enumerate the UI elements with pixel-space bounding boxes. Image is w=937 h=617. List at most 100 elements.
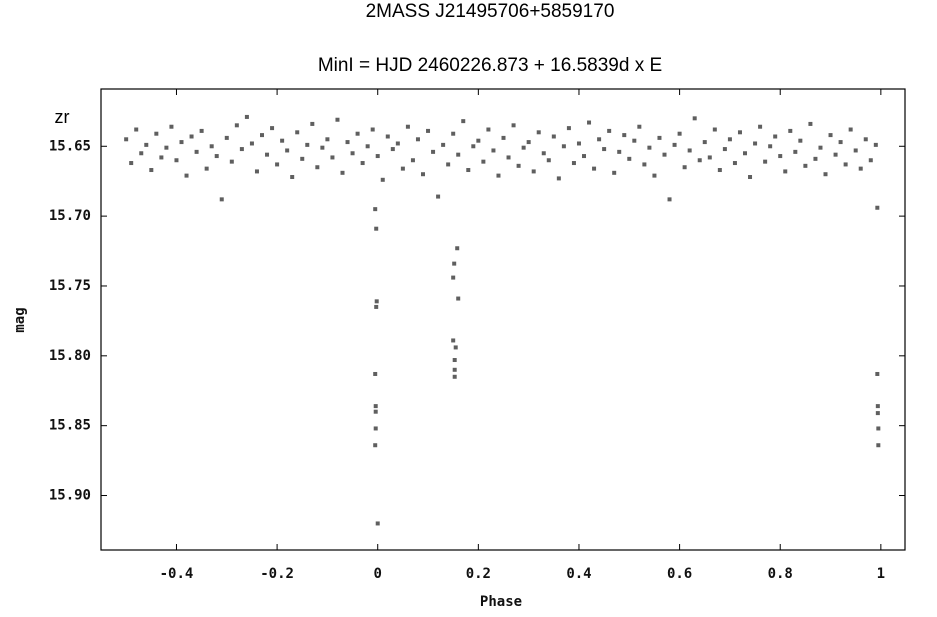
- data-point: [452, 261, 457, 266]
- data-point: [873, 142, 878, 147]
- data-point: [607, 128, 612, 133]
- data-point: [144, 142, 149, 147]
- data-point: [270, 126, 275, 131]
- data-point: [501, 135, 506, 140]
- data-point: [506, 155, 511, 160]
- data-point: [374, 299, 379, 304]
- y-tick-label: 15.80: [49, 348, 91, 364]
- data-point: [838, 140, 843, 145]
- data-point: [732, 161, 737, 166]
- data-point: [415, 137, 420, 142]
- data-point: [452, 374, 457, 379]
- data-point: [491, 148, 496, 153]
- data-point: [390, 147, 395, 152]
- data-point: [758, 124, 763, 129]
- data-point: [853, 148, 858, 153]
- data-point: [561, 144, 566, 149]
- x-tick-label: 0.6: [667, 566, 692, 582]
- data-point: [712, 127, 717, 132]
- data-point: [451, 275, 456, 280]
- data-point: [808, 121, 813, 126]
- data-point: [793, 149, 798, 154]
- data-point: [875, 205, 880, 210]
- data-point: [582, 154, 587, 159]
- data-point: [370, 127, 375, 132]
- data-point: [360, 161, 365, 166]
- data-point: [380, 177, 385, 182]
- data-point: [184, 173, 189, 178]
- data-point: [875, 411, 880, 416]
- data-point: [858, 166, 863, 171]
- data-point: [365, 144, 370, 149]
- data-point: [373, 404, 378, 409]
- data-point: [692, 116, 697, 121]
- data-point: [876, 443, 881, 448]
- data-point: [743, 151, 748, 156]
- data-point: [194, 149, 199, 154]
- chart-title: 2MASS J21495706+5859170: [366, 1, 615, 22]
- data-point: [345, 140, 350, 145]
- data-point: [466, 168, 471, 173]
- data-point: [875, 404, 880, 409]
- data-point: [374, 226, 379, 231]
- data-point: [592, 166, 597, 171]
- data-point: [627, 156, 632, 161]
- data-point: [813, 156, 818, 161]
- data-point: [848, 127, 853, 132]
- data-point: [516, 163, 521, 168]
- y-tick-label: 15.90: [49, 488, 91, 504]
- data-point: [436, 194, 441, 199]
- data-point: [374, 304, 379, 309]
- data-point: [335, 117, 340, 122]
- data-point: [310, 121, 315, 126]
- data-point: [511, 123, 516, 128]
- data-point: [617, 149, 622, 154]
- data-point: [305, 142, 310, 147]
- data-point: [798, 138, 803, 143]
- data-point: [179, 140, 184, 145]
- data-point: [823, 172, 828, 177]
- data-point: [373, 443, 378, 448]
- data-point: [234, 123, 239, 128]
- data-point: [453, 345, 458, 350]
- data-point: [667, 197, 672, 202]
- data-point: [697, 158, 702, 163]
- data-point: [632, 138, 637, 143]
- data-point: [571, 161, 576, 166]
- band-label: zr: [55, 107, 70, 127]
- data-point: [375, 154, 380, 159]
- data-point: [788, 128, 793, 133]
- data-point: [129, 161, 134, 166]
- data-point: [373, 426, 378, 431]
- y-tick-label: 15.85: [49, 418, 91, 434]
- data-point: [748, 175, 753, 180]
- data-point: [763, 159, 768, 164]
- data-point: [373, 207, 378, 212]
- data-point: [546, 158, 551, 163]
- data-point: [612, 170, 617, 175]
- data-point: [204, 166, 209, 171]
- data-point: [526, 140, 531, 145]
- data-point: [486, 127, 491, 132]
- data-point: [455, 246, 460, 251]
- data-point: [452, 367, 457, 372]
- data-point: [476, 138, 481, 143]
- y-tick-label: 15.70: [49, 208, 91, 224]
- data-point: [551, 134, 556, 139]
- data-point: [875, 371, 880, 376]
- data-point: [556, 176, 561, 181]
- data-point: [340, 170, 345, 175]
- data-point: [290, 175, 295, 180]
- data-point: [702, 140, 707, 145]
- data-point: [803, 163, 808, 168]
- data-point: [149, 168, 154, 173]
- data-point: [174, 158, 179, 163]
- data-point: [395, 141, 400, 146]
- data-point: [139, 151, 144, 156]
- data-point: [431, 149, 436, 154]
- data-point: [541, 151, 546, 156]
- data-point: [400, 166, 405, 171]
- plot-frame: [100, 88, 906, 551]
- data-point: [833, 152, 838, 157]
